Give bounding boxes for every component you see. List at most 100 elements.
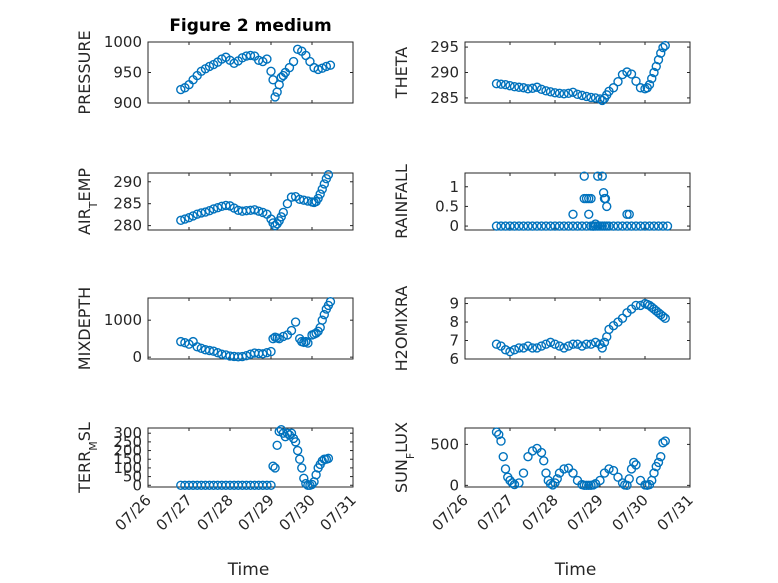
- data-point: [545, 87, 556, 97]
- axes-box: [147, 172, 354, 231]
- data-point: [622, 67, 632, 77]
- data-point: [649, 67, 659, 78]
- data-point: [635, 83, 646, 93]
- data-point: [597, 95, 607, 106]
- data-point: [500, 345, 511, 355]
- data-point: [491, 427, 502, 437]
- y-tick-label: 290: [430, 64, 459, 82]
- y-tick-label: 290: [113, 173, 142, 191]
- data-point: [559, 464, 569, 474]
- y-tick-label: 285: [113, 195, 142, 213]
- data-point: [500, 464, 511, 474]
- data-point: [518, 83, 529, 93]
- y-axis-label: THETA: [392, 47, 411, 99]
- chart-title: Figure 2 medium: [169, 16, 331, 36]
- data-point: [254, 206, 264, 216]
- data-point: [640, 221, 650, 231]
- data-point: [532, 82, 542, 92]
- x-tick-label: 07/28: [194, 491, 237, 534]
- data-point: [315, 189, 325, 199]
- data-point: [319, 179, 329, 189]
- data-point: [581, 91, 592, 102]
- data-point: [523, 451, 533, 462]
- data-point: [286, 325, 297, 336]
- y-tick-label: 0.5: [435, 197, 459, 215]
- x-tick-label: 07/27: [153, 491, 196, 534]
- data-point: [532, 221, 542, 231]
- data-point: [588, 221, 598, 231]
- x-tick-label: 07/31: [317, 491, 360, 534]
- data-point: [658, 311, 668, 322]
- data-point: [631, 460, 641, 470]
- data-point: [550, 221, 560, 231]
- data-point: [545, 221, 556, 231]
- data-point: [266, 66, 276, 76]
- data-point: [629, 457, 639, 468]
- subplot-theta: 285 290 295 THETA: [392, 38, 691, 107]
- data-point: [598, 187, 609, 198]
- data-point: [282, 198, 293, 209]
- data-point: [586, 339, 596, 349]
- data-point: [313, 64, 323, 75]
- data-point: [631, 221, 641, 231]
- data-point: [554, 221, 565, 231]
- data-point: [523, 341, 533, 351]
- data-point: [554, 88, 565, 99]
- subplot-rainfall: 0 0.51 RAINFALL: [392, 164, 691, 239]
- data-point: [552, 474, 562, 484]
- data-point: [325, 60, 336, 70]
- y-tick-label: 7: [449, 332, 459, 350]
- x-tick-label: 07/26: [112, 491, 155, 534]
- y-tick-label: 0: [449, 476, 459, 494]
- data-point: [579, 171, 589, 181]
- data-point: [649, 221, 659, 231]
- data-point: [568, 87, 578, 98]
- data-point: [317, 184, 327, 194]
- data-point: [299, 473, 309, 484]
- data-point: [660, 313, 670, 324]
- data-point: [660, 436, 670, 446]
- data-point: [270, 463, 280, 473]
- data-point: [301, 336, 311, 347]
- data-point: [282, 428, 293, 438]
- data-point: [237, 351, 248, 362]
- y-axis-label: MIXDEPTH: [75, 287, 94, 370]
- data-point: [527, 343, 538, 353]
- data-point: [514, 221, 524, 231]
- data-point: [527, 221, 538, 231]
- data-point: [577, 341, 587, 351]
- data-point: [662, 221, 673, 231]
- data-point: [608, 221, 619, 231]
- data-point: [595, 475, 605, 486]
- x-axis-label: Time: [554, 560, 597, 580]
- data-point: [568, 339, 578, 349]
- data-point: [595, 94, 605, 104]
- data-point: [491, 221, 502, 231]
- data-point: [245, 50, 256, 61]
- data-point: [496, 436, 506, 446]
- data-point: [303, 338, 313, 348]
- data-point: [613, 472, 623, 482]
- y-tick-label: 1000: [104, 311, 142, 329]
- y-tick-label: 250: [113, 433, 142, 451]
- data-point: [507, 478, 517, 488]
- data-point: [212, 348, 223, 358]
- data-point: [266, 346, 276, 357]
- x-tick-label: 07/29: [235, 491, 278, 534]
- data-point: [559, 89, 569, 99]
- data-point: [572, 339, 583, 349]
- data-point: [644, 79, 655, 90]
- data-point: [192, 342, 202, 352]
- data-point: [624, 474, 634, 484]
- y-tick-label: 1000: [104, 33, 142, 51]
- data-point: [278, 207, 288, 218]
- data-point: [656, 48, 666, 58]
- y-tick-label: 150: [113, 450, 142, 468]
- data-point: [500, 221, 511, 231]
- data-point: [527, 446, 538, 456]
- data-point: [509, 221, 520, 231]
- subplot-pressure: 900 950 1000 PRESSURE Figure 2 medium: [75, 16, 354, 115]
- subplot-sun-flux: 0 500 SUNFLUX 07/26 07/27 07/28 07/29 07/30 07/3…: [392, 422, 697, 580]
- data-point: [649, 468, 659, 478]
